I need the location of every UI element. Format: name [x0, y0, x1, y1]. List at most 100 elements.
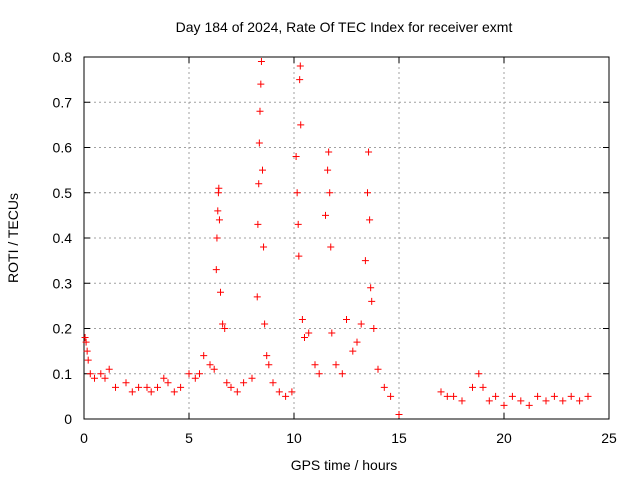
- data-point: [443, 392, 451, 400]
- x-tick-label: 0: [80, 430, 88, 446]
- data-point: [366, 216, 374, 224]
- data-point: [315, 370, 323, 378]
- data-point: [485, 397, 493, 405]
- data-point: [154, 383, 161, 391]
- axis-ticks: 0 5 10 15 20 25 0 0.1 0.2 0.3 0.4 0.5 0.6 0.7 0.8: [53, 49, 617, 446]
- data-point: [450, 392, 458, 400]
- data-point: [282, 392, 290, 400]
- data-point: [458, 397, 466, 405]
- data-point: [212, 266, 220, 274]
- data-point: [253, 293, 261, 301]
- data-point: [255, 139, 263, 147]
- data-point: [233, 388, 241, 396]
- data-point: [550, 392, 558, 400]
- data-point: [327, 243, 335, 251]
- data-point: [542, 397, 550, 405]
- data-point: [122, 379, 130, 387]
- data-point: [293, 189, 301, 197]
- data-point: [332, 361, 340, 369]
- data-point: [254, 220, 262, 228]
- data-point: [248, 374, 256, 382]
- data-point: [325, 148, 333, 156]
- x-tick-label: 25: [601, 430, 617, 446]
- data-point: [105, 365, 113, 373]
- data-point: [200, 352, 208, 360]
- data-point: [261, 320, 269, 328]
- data-point: [240, 379, 248, 387]
- x-tick-label: 10: [286, 430, 302, 446]
- data-point: [368, 297, 376, 305]
- y-tick-label: 0: [64, 411, 72, 427]
- data-point: [374, 365, 382, 373]
- grid-lines: [84, 57, 609, 419]
- data-point: [210, 365, 218, 373]
- y-tick-label: 0.2: [53, 321, 73, 337]
- data-point: [517, 397, 525, 405]
- data-marks: [81, 58, 592, 418]
- data-point: [559, 397, 567, 405]
- data-point: [206, 361, 214, 369]
- data-point: [294, 220, 302, 228]
- data-point: [387, 392, 395, 400]
- data-point: [213, 234, 221, 242]
- data-point: [191, 374, 199, 382]
- data-point: [500, 401, 508, 409]
- data-point: [215, 216, 223, 224]
- data-point: [101, 374, 109, 382]
- data-point: [292, 153, 300, 161]
- x-tick-label: 15: [391, 430, 407, 446]
- data-point: [257, 80, 265, 88]
- y-tick-label: 0.3: [53, 275, 73, 291]
- data-point: [479, 383, 487, 391]
- data-point: [301, 334, 308, 342]
- data-point: [143, 383, 151, 391]
- data-point: [395, 410, 403, 418]
- data-point: [83, 347, 91, 355]
- data-point: [525, 401, 533, 409]
- data-point: [295, 252, 303, 260]
- data-point: [365, 148, 373, 156]
- data-point: [288, 388, 296, 396]
- data-point: [364, 189, 371, 197]
- data-point: [324, 166, 332, 174]
- data-point: [257, 58, 265, 66]
- data-point: [263, 352, 271, 360]
- data-point: [275, 388, 283, 396]
- data-point: [353, 338, 361, 346]
- data-point: [367, 284, 375, 292]
- data-point: [259, 166, 266, 174]
- data-point: [576, 397, 584, 405]
- y-tick-label: 0.1: [53, 366, 73, 382]
- data-point: [256, 107, 264, 115]
- data-point: [219, 320, 227, 328]
- data-point: [223, 379, 231, 387]
- data-point: [380, 383, 388, 391]
- data-point: [357, 320, 365, 328]
- data-point: [296, 76, 304, 84]
- data-point: [214, 207, 222, 215]
- data-point: [437, 388, 445, 396]
- data-point: [361, 257, 369, 265]
- data-point: [475, 370, 483, 378]
- data-point: [370, 325, 378, 332]
- data-point: [97, 370, 105, 378]
- data-point: [567, 392, 575, 400]
- data-point: [185, 370, 193, 378]
- y-tick-label: 0.4: [53, 230, 73, 246]
- data-point: [147, 388, 155, 396]
- y-tick-label: 0.6: [53, 140, 73, 156]
- data-point: [328, 329, 336, 337]
- data-point: [297, 121, 305, 129]
- data-point: [322, 211, 329, 219]
- data-point: [584, 392, 592, 400]
- data-point: [82, 338, 90, 346]
- data-point: [160, 374, 168, 382]
- data-point: [86, 370, 94, 378]
- data-point: [91, 374, 98, 382]
- data-point: [196, 370, 203, 378]
- x-tick-label: 5: [185, 430, 193, 446]
- chart-title: Day 184 of 2024, Rate Of TEC Index for r…: [176, 19, 513, 35]
- data-point: [311, 361, 319, 369]
- data-point: [349, 347, 357, 355]
